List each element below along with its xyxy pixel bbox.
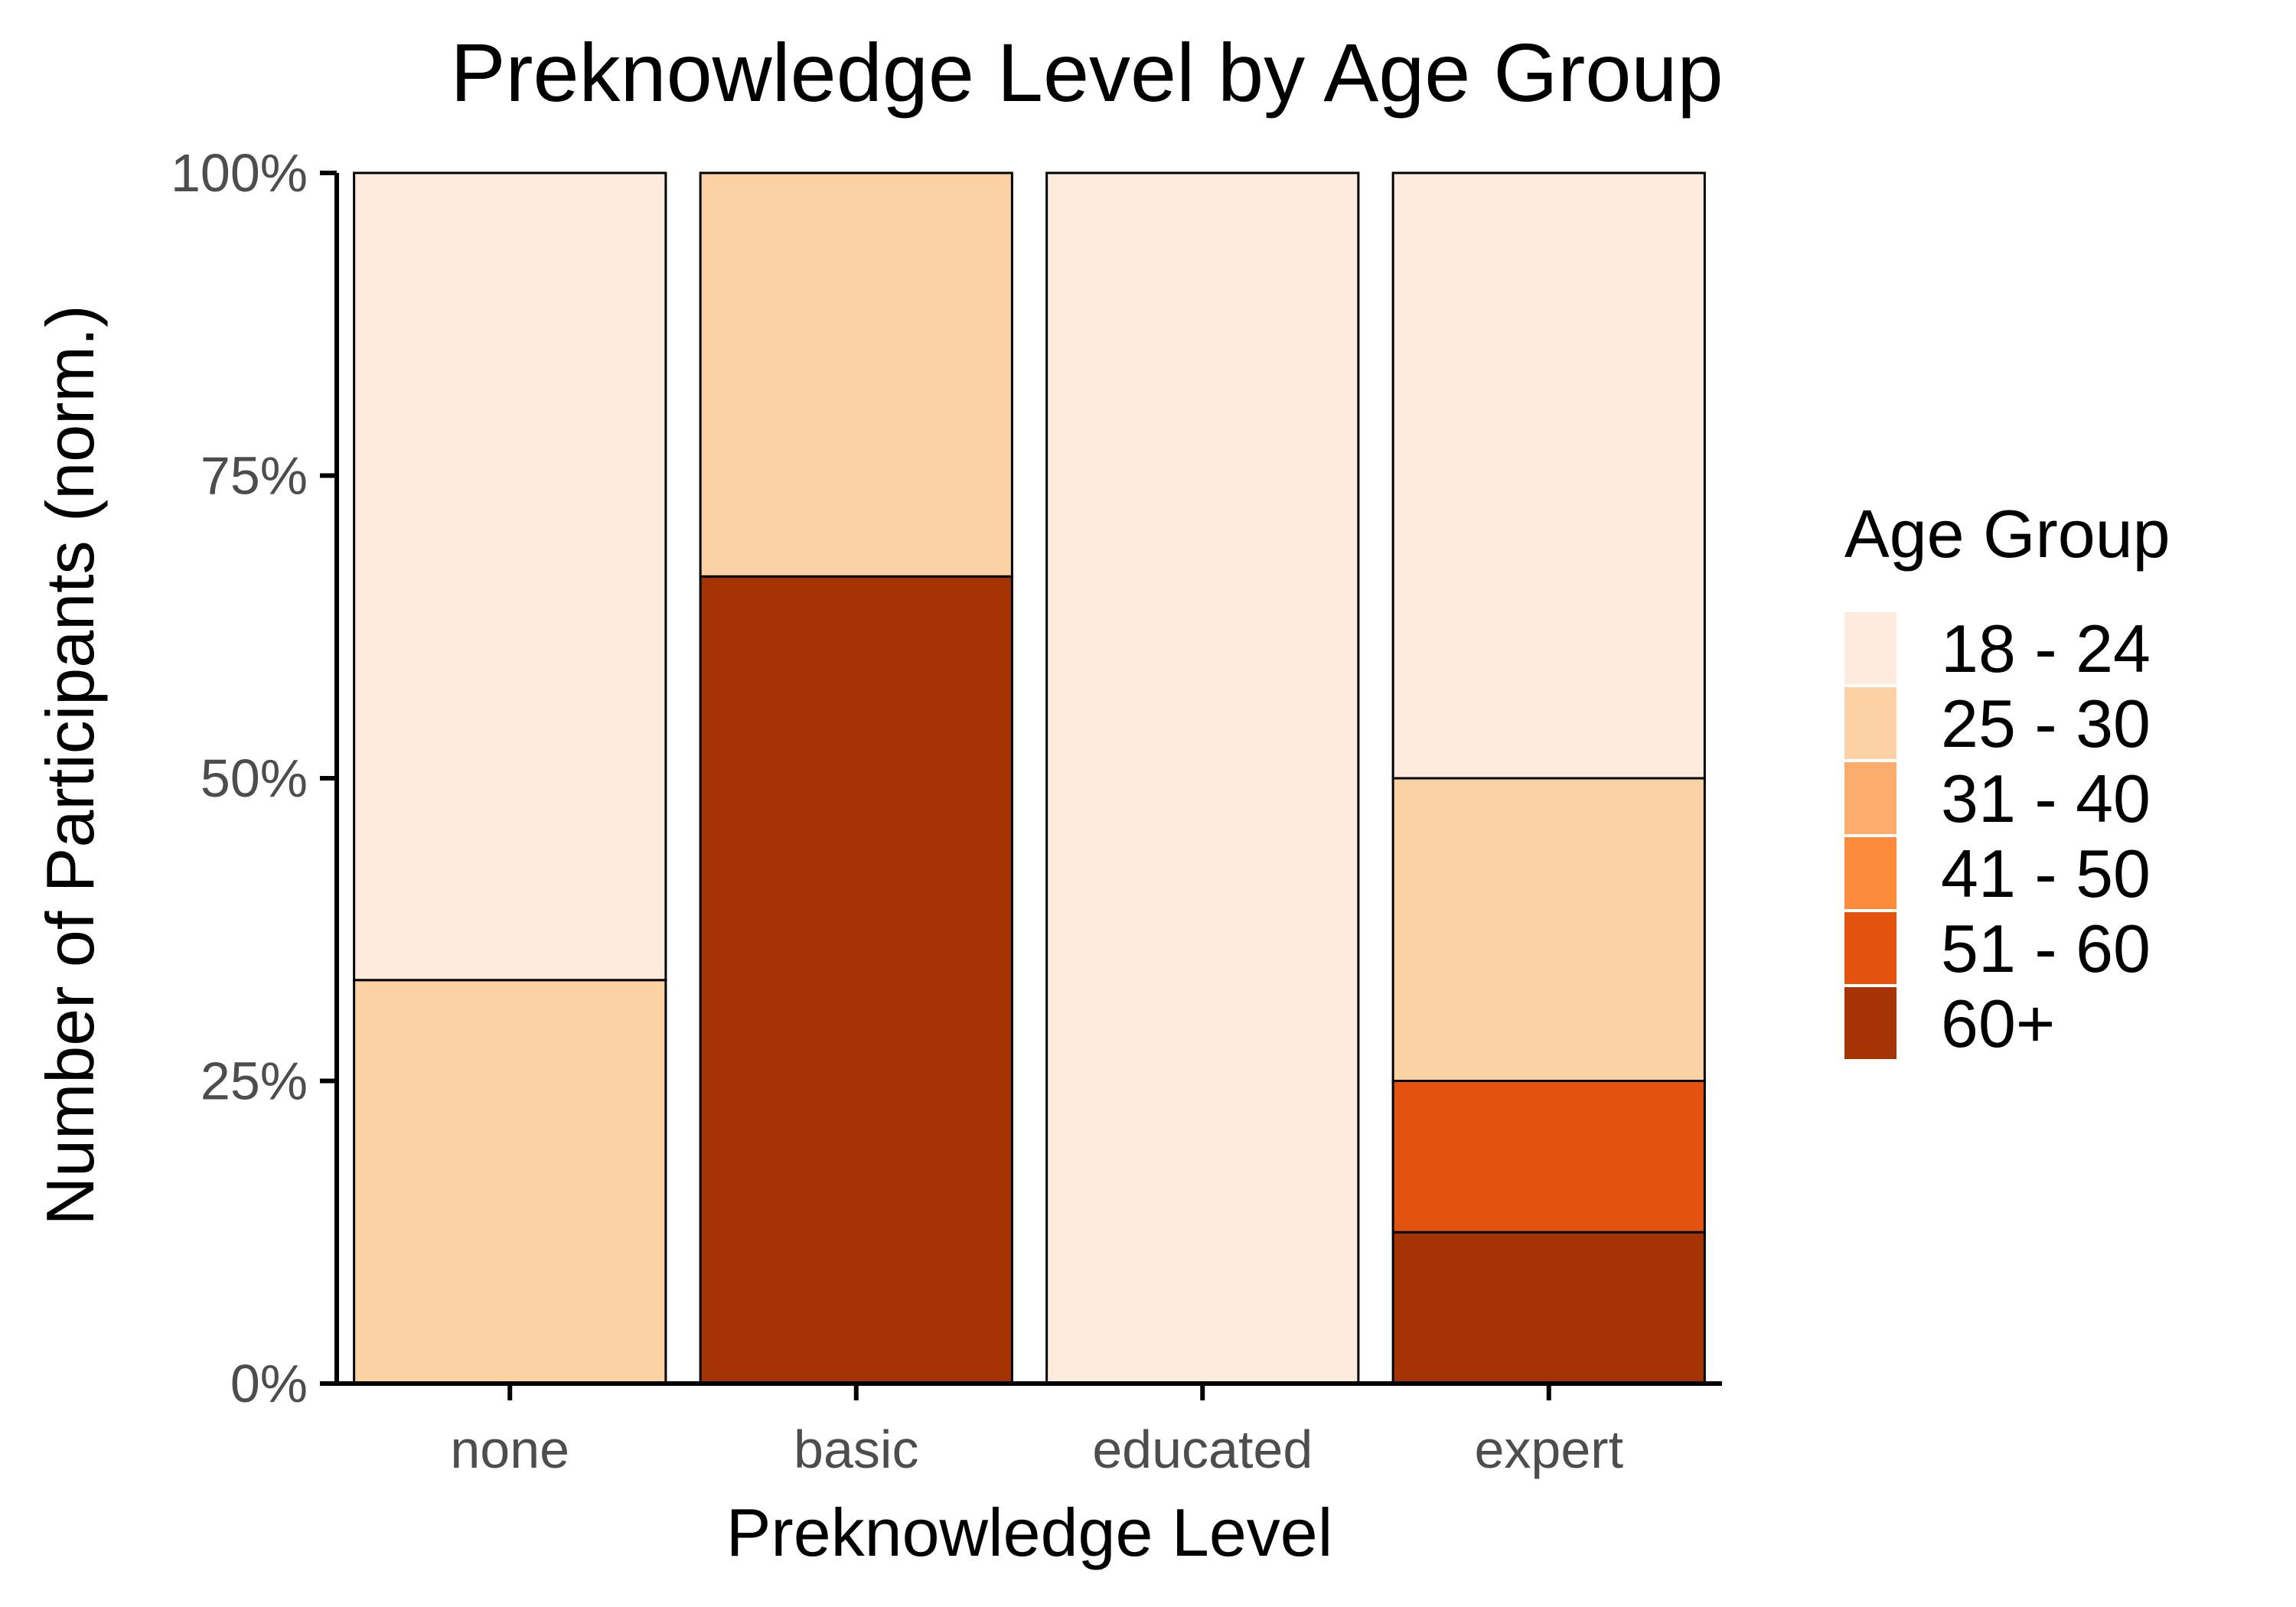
- legend-label-60+: 60+: [1941, 986, 2055, 1061]
- x-tick-label-educated: educated: [1092, 1420, 1313, 1479]
- legend-label-18-24: 18 - 24: [1941, 611, 2151, 686]
- legend-key-18-24: [1844, 612, 1896, 684]
- y-ticks-group: 0% 25% 50% 75% 100%: [171, 143, 337, 1413]
- chart-title: Preknowledge Level by Age Group: [450, 26, 1723, 119]
- bar-segment-educated-18-24: [1045, 171, 1360, 1385]
- x-tick-label-none: none: [450, 1420, 569, 1479]
- legend-key-41-50: [1844, 837, 1896, 909]
- y-tick-label: 25%: [201, 1051, 308, 1111]
- legend-label-31-40: 31 - 40: [1941, 761, 2151, 836]
- legend-key-31-40: [1844, 762, 1896, 834]
- y-axis-title: Number of Participants (norm.): [32, 305, 108, 1225]
- legend-key-60+: [1844, 987, 1896, 1059]
- y-tick-label: 100%: [171, 143, 308, 203]
- y-tick-label: 50%: [201, 748, 308, 808]
- x-tick-label-expert: expert: [1474, 1420, 1623, 1479]
- bar-segment-expert-25-30: [1391, 777, 1706, 1082]
- bar-segment-expert-51-60: [1391, 1080, 1706, 1234]
- bar-segment-none-18-24: [353, 171, 667, 982]
- legend-title: Age Group: [1844, 496, 2170, 572]
- bar-segment-none-25-30: [353, 979, 667, 1385]
- legend-key-25-30: [1844, 687, 1896, 759]
- x-tick-label-basic: basic: [794, 1420, 918, 1479]
- bars-group: [353, 171, 1706, 1385]
- bar-segment-basic-25-30: [699, 171, 1013, 578]
- legend-label-51-60: 51 - 60: [1941, 911, 2151, 986]
- y-tick-label: 0%: [230, 1354, 308, 1413]
- legend-label-25-30: 25 - 30: [1941, 686, 2151, 761]
- legend-label-41-50: 41 - 50: [1941, 836, 2151, 911]
- legend-key-51-60: [1844, 912, 1896, 984]
- y-tick-label: 75%: [201, 446, 308, 506]
- x-axis-title: Preknowledge Level: [726, 1495, 1333, 1570]
- x-ticks-group: none basic educated expert: [450, 1384, 1623, 1479]
- bar-segment-expert-60+: [1391, 1231, 1706, 1385]
- bar-segment-expert-18-24: [1391, 171, 1706, 780]
- bar-segment-basic-60+: [699, 575, 1013, 1385]
